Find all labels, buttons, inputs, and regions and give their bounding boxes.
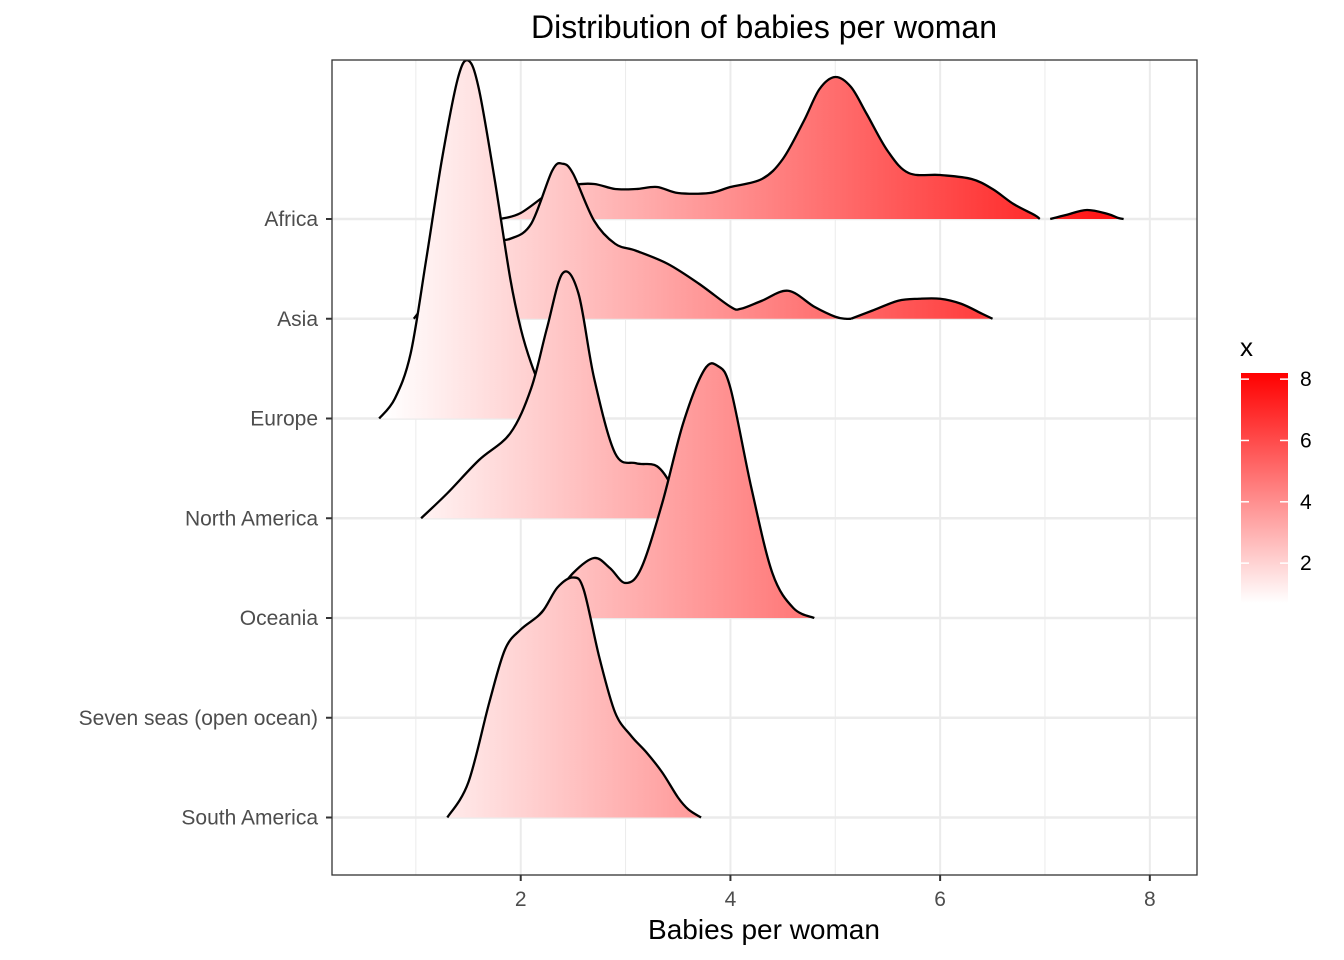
x-axis: 2 4 6 8 — [515, 875, 1156, 911]
legend-tick-label: 4 — [1300, 491, 1312, 514]
ridge-area — [447, 577, 702, 818]
x-axis-title: Babies per woman — [648, 914, 880, 945]
y-tick-label: Asia — [277, 308, 318, 331]
y-tick-label: Africa — [264, 208, 318, 231]
ridge-area — [1050, 209, 1124, 219]
legend-ticks: 2 4 6 8 — [1241, 368, 1312, 575]
y-tick-label: Oceania — [240, 607, 319, 630]
ridge-outline — [850, 297, 994, 320]
y-tick-label: Europe — [250, 408, 318, 431]
ridge-area — [379, 60, 574, 419]
legend-tick-label: 8 — [1300, 368, 1312, 391]
ridge-area — [499, 76, 1040, 219]
legend-tick-label: 6 — [1300, 429, 1312, 452]
x-tick-label: 2 — [515, 888, 527, 911]
y-axis: Africa Asia Europe North America Oceania Seve… — [79, 208, 332, 830]
ridge-outline — [499, 75, 1041, 221]
ridge-africa — [499, 75, 1124, 221]
y-tick-label: North America — [185, 507, 318, 530]
ridge-outline — [420, 270, 685, 520]
x-tick-label: 6 — [934, 888, 946, 911]
ridge-oceania — [535, 362, 815, 620]
legend-title: x — [1240, 332, 1253, 362]
legend-colorbar — [1241, 373, 1288, 603]
chart-title: Distribution of babies per woman — [531, 9, 997, 45]
legend-tick-label: 2 — [1300, 552, 1312, 575]
ridge-area — [536, 363, 815, 618]
y-tick-label: Seven seas (open ocean) — [79, 707, 318, 730]
ridge-outline — [446, 576, 702, 819]
x-tick-label: 8 — [1144, 888, 1156, 911]
ridge-south-america — [446, 576, 702, 819]
color-legend: x 2 4 6 8 — [1240, 332, 1312, 603]
ridge-north-america — [420, 270, 685, 520]
ridge-outline — [535, 362, 815, 620]
ridges — [378, 60, 1124, 819]
ridge-area — [413, 163, 851, 319]
x-tick-label: 4 — [725, 888, 737, 911]
y-tick-label: South America — [181, 807, 318, 830]
ridge-area — [421, 271, 684, 519]
ridge-outline — [1049, 208, 1124, 221]
plot-panel-border — [331, 59, 1198, 876]
